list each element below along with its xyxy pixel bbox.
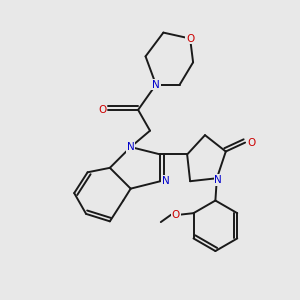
Text: N: N [127, 142, 135, 152]
Text: O: O [186, 34, 194, 44]
Text: O: O [172, 210, 180, 220]
Text: N: N [162, 176, 169, 186]
Text: N: N [152, 80, 160, 90]
Text: N: N [214, 175, 222, 185]
Text: O: O [98, 105, 106, 115]
Text: O: O [247, 138, 255, 148]
